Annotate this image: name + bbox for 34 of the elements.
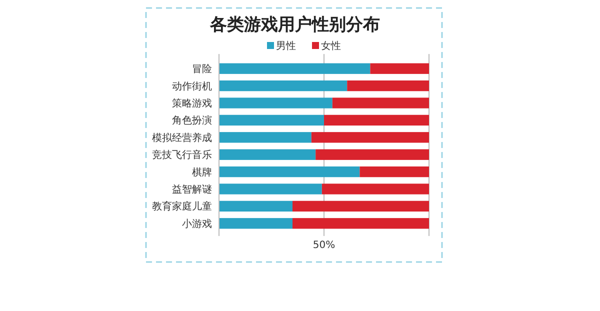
- bar: [219, 149, 316, 160]
- bar: [322, 184, 429, 194]
- bar: [219, 132, 312, 143]
- bar: [360, 166, 429, 178]
- ref-line-label: 50%: [312, 240, 336, 251]
- y-tick-label: 益智解谜: [172, 184, 212, 196]
- y-tick-label: 角色扮演: [172, 114, 212, 127]
- bar: [219, 98, 332, 108]
- y-tick-label: 棋牌: [192, 166, 212, 178]
- y-tick-label: 竞技飞行音乐: [152, 149, 212, 162]
- bar: [292, 218, 429, 229]
- bar: [332, 98, 429, 108]
- y-tick-label: 冒险: [192, 63, 212, 76]
- bar: [219, 200, 292, 212]
- bar: [219, 80, 348, 92]
- bar: [219, 114, 324, 126]
- y-tick-label: 教育家庭儿童: [152, 200, 212, 213]
- bar: [292, 200, 429, 212]
- legend-label: 女性: [321, 40, 341, 52]
- bar: [219, 63, 370, 74]
- bar: [316, 149, 429, 160]
- legend-label: 男性: [276, 40, 296, 52]
- bar: [219, 218, 292, 229]
- y-tick-label: 小游戏: [182, 218, 212, 230]
- bar: [219, 166, 360, 178]
- bar: [324, 114, 429, 126]
- chart-title: 各类游戏用户性别分布: [209, 15, 380, 35]
- bar: [219, 184, 322, 194]
- bar: [311, 132, 429, 143]
- y-tick-label: 动作街机: [172, 80, 212, 92]
- y-tick-label: 模拟经营养成: [152, 132, 212, 144]
- bar: [347, 80, 429, 92]
- bar: [370, 63, 429, 74]
- y-tick-label: 策略游戏: [172, 98, 212, 110]
